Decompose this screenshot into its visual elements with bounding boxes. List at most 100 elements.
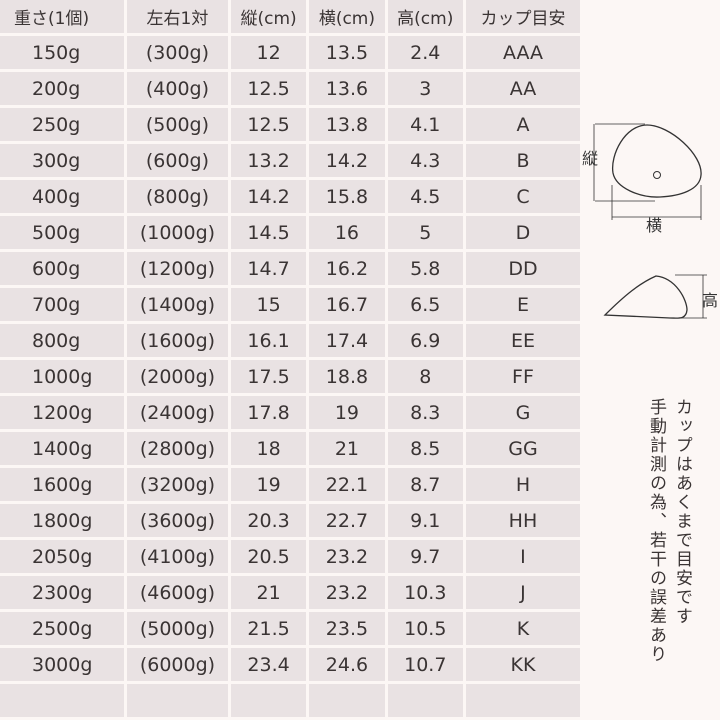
depth-label: 高 (702, 291, 718, 310)
front-shape (612, 124, 702, 198)
cell-weight: 2050g (0, 540, 124, 573)
cell-height: 13.2 (230, 144, 307, 177)
cell-weight: 2500g (0, 612, 124, 645)
table-row: 150g (300g) 12 13.5 2.4 AAA (0, 36, 580, 69)
cell-cup: DD (465, 252, 580, 285)
cell-weight: 800g (0, 324, 124, 357)
empty-cell (230, 684, 307, 717)
cell-weight: 2300g (0, 576, 124, 609)
cell-pair-weight: (1000g) (126, 216, 228, 249)
cell-depth: 5.8 (387, 252, 463, 285)
cell-height: 16.1 (230, 324, 307, 357)
cell-depth: 6.9 (387, 324, 463, 357)
cell-height: 12.5 (230, 108, 307, 141)
empty-row (0, 684, 580, 717)
cell-depth: 10.7 (387, 648, 463, 681)
empty-cell (126, 684, 228, 717)
cell-pair-weight: (1600g) (126, 324, 228, 357)
table-row: 800g (1600g) 16.1 17.4 6.9 EE (0, 324, 580, 357)
cell-weight: 250g (0, 108, 124, 141)
header-weight: 重さ(1個) (0, 0, 124, 33)
cell-width: 23.2 (309, 540, 385, 573)
header-pair-weight: 左右1対 (126, 0, 228, 33)
table-row: 1400g (2800g) 18 21 8.5 GG (0, 432, 580, 465)
cell-cup: B (465, 144, 580, 177)
cell-width: 13.5 (309, 36, 385, 69)
cell-weight: 600g (0, 252, 124, 285)
cell-pair-weight: (500g) (126, 108, 228, 141)
cell-cup: EE (465, 324, 580, 357)
cell-pair-weight: (3600g) (126, 504, 228, 537)
cell-height: 21 (230, 576, 307, 609)
table-row: 1000g (2000g) 17.5 18.8 8 FF (0, 360, 580, 393)
cell-weight: 3000g (0, 648, 124, 681)
table-row: 700g (1400g) 15 16.7 6.5 E (0, 288, 580, 321)
table-row: 2500g (5000g) 21.5 23.5 10.5 K (0, 612, 580, 645)
cell-weight: 200g (0, 72, 124, 105)
cell-depth: 8 (387, 360, 463, 393)
cell-depth: 8.7 (387, 468, 463, 501)
table-row: 600g (1200g) 14.7 16.2 5.8 DD (0, 252, 580, 285)
header-depth: 高(cm) (387, 0, 463, 33)
cell-width: 17.4 (309, 324, 385, 357)
cell-pair-weight: (400g) (126, 72, 228, 105)
cell-pair-weight: (300g) (126, 36, 228, 69)
table-row: 300g (600g) 13.2 14.2 4.3 B (0, 144, 580, 177)
measurement-note: 手動計測の為、若干の誤差あり (646, 398, 666, 664)
cell-cup: G (465, 396, 580, 429)
cell-height: 21.5 (230, 612, 307, 645)
cell-width: 22.7 (309, 504, 385, 537)
cell-depth: 10.3 (387, 576, 463, 609)
cell-cup: I (465, 540, 580, 573)
cell-height: 20.5 (230, 540, 307, 573)
cell-cup: FF (465, 360, 580, 393)
table-row: 500g (1000g) 14.5 16 5 D (0, 216, 580, 249)
empty-cell (387, 684, 463, 717)
cell-width: 13.6 (309, 72, 385, 105)
table-row: 1600g (3200g) 19 22.1 8.7 H (0, 468, 580, 501)
cell-height: 17.5 (230, 360, 307, 393)
cell-height: 14.5 (230, 216, 307, 249)
cell-weight: 700g (0, 288, 124, 321)
cell-cup: AA (465, 72, 580, 105)
cell-weight: 1800g (0, 504, 124, 537)
cell-width: 16 (309, 216, 385, 249)
cell-depth: 8.3 (387, 396, 463, 429)
cell-height: 14.2 (230, 180, 307, 213)
cell-cup: H (465, 468, 580, 501)
cell-cup: K (465, 612, 580, 645)
cell-depth: 3 (387, 72, 463, 105)
cell-width: 19 (309, 396, 385, 429)
header-width: 横(cm) (309, 0, 385, 33)
cell-pair-weight: (1400g) (126, 288, 228, 321)
cell-depth: 2.4 (387, 36, 463, 69)
empty-cell (465, 684, 580, 717)
cell-width: 23.2 (309, 576, 385, 609)
cell-width: 14.2 (309, 144, 385, 177)
cell-weight: 500g (0, 216, 124, 249)
side-shape (603, 275, 688, 319)
cell-pair-weight: (4600g) (126, 576, 228, 609)
breast-form-diagram: 縦 横 高 (582, 123, 718, 319)
cell-height: 23.4 (230, 648, 307, 681)
cell-pair-weight: (5000g) (126, 612, 228, 645)
empty-cell (309, 684, 385, 717)
cell-cup: HH (465, 504, 580, 537)
width-label: 横 (646, 216, 662, 235)
header-cup: カップ目安 (465, 0, 580, 33)
cell-width: 15.8 (309, 180, 385, 213)
table-row: 400g (800g) 14.2 15.8 4.5 C (0, 180, 580, 213)
center-dot (653, 171, 661, 179)
cell-cup: AAA (465, 36, 580, 69)
table-row: 200g (400g) 12.5 13.6 3 AA (0, 72, 580, 105)
size-table: 重さ(1個) 左右1対 縦(cm) 横(cm) 高(cm) カップ目安 150g (300g)… (0, 0, 580, 717)
cell-depth: 5 (387, 216, 463, 249)
cell-weight: 1400g (0, 432, 124, 465)
cell-pair-weight: (1200g) (126, 252, 228, 285)
cell-depth: 8.5 (387, 432, 463, 465)
cell-height: 19 (230, 468, 307, 501)
cell-depth: 6.5 (387, 288, 463, 321)
table-row: 250g (500g) 12.5 13.8 4.1 A (0, 108, 580, 141)
table-row: 2300g (4600g) 21 23.2 10.3 J (0, 576, 580, 609)
header-height: 縦(cm) (230, 0, 307, 33)
